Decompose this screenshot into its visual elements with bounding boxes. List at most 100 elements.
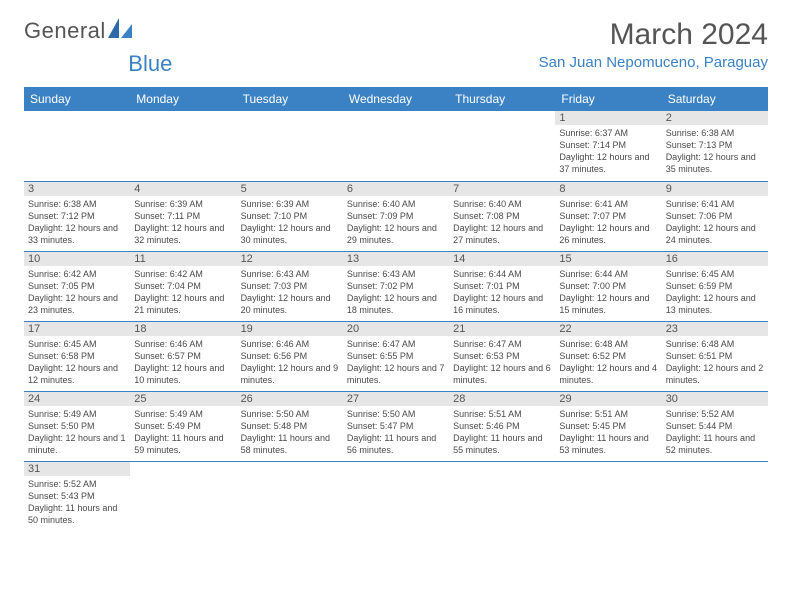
daylight-text: Daylight: 11 hours and 52 minutes. [666,432,764,456]
day-info: Sunrise: 6:40 AMSunset: 7:09 PMDaylight:… [347,198,445,247]
daylight-text: Daylight: 12 hours and 18 minutes. [347,292,445,316]
day-number: 11 [130,252,236,266]
title-block: March 2024 San Juan Nepomuceno, Paraguay [539,18,768,71]
calendar-cell: 28 Sunrise: 5:51 AMSunset: 5:46 PMDayligh… [449,391,555,461]
calendar-week-row: 17Sunrise: 6:45 AMSunset: 6:58 PMDayligh… [24,321,768,391]
sunset-text: Sunset: 5:48 PM [241,420,339,432]
daylight-text: Daylight: 12 hours and 15 minutes. [559,292,657,316]
brand-part1: General [24,18,106,44]
sunrise-text: Sunrise: 6:40 AM [453,198,551,210]
daylight-text: Daylight: 12 hours and 2 minutes. [666,362,764,386]
sunset-text: Sunset: 7:11 PM [134,210,232,222]
day-info: Sunrise: 6:42 AMSunset: 7:04 PMDaylight:… [134,268,232,317]
sunrise-text: Sunrise: 5:51 AM [453,408,551,420]
calendar-cell [24,111,130,181]
sunset-text: Sunset: 6:57 PM [134,350,232,362]
calendar-cell [343,111,449,181]
sunrise-text: Sunrise: 6:41 AM [559,198,657,210]
calendar-cell: 24Sunrise: 5:49 AMSunset: 5:50 PMDayligh… [24,391,130,461]
sunset-text: Sunset: 6:51 PM [666,350,764,362]
sunrise-text: Sunrise: 6:46 AM [241,338,339,350]
sunset-text: Sunset: 6:58 PM [28,350,126,362]
day-number: 16 [662,252,768,266]
day-info: Sunrise: 6:48 AMSunset: 6:51 PMDaylight:… [666,338,764,387]
sunrise-text: Sunrise: 6:47 AM [453,338,551,350]
day-info: Sunrise: 6:37 AMSunset: 7:14 PMDaylight:… [559,127,657,176]
calendar-cell: 11 Sunrise: 6:42 AMSunset: 7:04 PMDayligh… [130,251,236,321]
day-info: Sunrise: 5:51 AMSunset: 5:45 PMDaylight:… [559,408,657,457]
daylight-text: Daylight: 11 hours and 56 minutes. [347,432,445,456]
day-number: 25 [130,392,236,406]
sunrise-text: Sunrise: 6:42 AM [28,268,126,280]
day-number: 20 [343,322,449,336]
day-info: Sunrise: 5:50 AMSunset: 5:47 PMDaylight:… [347,408,445,457]
daylight-text: Daylight: 12 hours and 37 minutes. [559,151,657,175]
day-number: 22 [555,322,661,336]
day-info: Sunrise: 5:51 AMSunset: 5:46 PMDaylight:… [453,408,551,457]
sail-icon [108,18,132,44]
day-number: 23 [662,322,768,336]
day-number: 2 [662,111,768,125]
calendar-cell [237,461,343,531]
sunset-text: Sunset: 7:05 PM [28,280,126,292]
location-label: San Juan Nepomuceno, Paraguay [539,54,768,71]
sunrise-text: Sunrise: 6:38 AM [28,198,126,210]
daylight-text: Daylight: 12 hours and 27 minutes. [453,222,551,246]
calendar-cell: 6Sunrise: 6:40 AMSunset: 7:09 PMDaylight… [343,181,449,251]
daylight-text: Daylight: 12 hours and 29 minutes. [347,222,445,246]
day-info: Sunrise: 6:45 AMSunset: 6:59 PMDaylight:… [666,268,764,317]
daylight-text: Daylight: 12 hours and 9 minutes. [241,362,339,386]
sunrise-text: Sunrise: 6:41 AM [666,198,764,210]
sunset-text: Sunset: 6:52 PM [559,350,657,362]
day-info: Sunrise: 6:48 AMSunset: 6:52 PMDaylight:… [559,338,657,387]
day-number: 21 [449,322,555,336]
day-info: Sunrise: 6:46 AMSunset: 6:57 PMDaylight:… [134,338,232,387]
calendar-cell: 12Sunrise: 6:43 AMSunset: 7:03 PMDayligh… [237,251,343,321]
sunset-text: Sunset: 5:43 PM [28,490,126,502]
dow-tuesday: Tuesday [237,87,343,111]
sunset-text: Sunset: 7:12 PM [28,210,126,222]
calendar-week-row: 1Sunrise: 6:37 AMSunset: 7:14 PMDaylight… [24,111,768,181]
sunset-text: Sunset: 6:55 PM [347,350,445,362]
sunset-text: Sunset: 5:50 PM [28,420,126,432]
calendar-cell: 8Sunrise: 6:41 AMSunset: 7:07 PMDaylight… [555,181,661,251]
sunset-text: Sunset: 7:14 PM [559,139,657,151]
sunset-text: Sunset: 7:01 PM [453,280,551,292]
day-number: 30 [662,392,768,406]
calendar-cell: 2Sunrise: 6:38 AMSunset: 7:13 PMDaylight… [662,111,768,181]
month-title: March 2024 [539,18,768,52]
sunset-text: Sunset: 6:56 PM [241,350,339,362]
day-info: Sunrise: 6:46 AMSunset: 6:56 PMDaylight:… [241,338,339,387]
daylight-text: Daylight: 12 hours and 12 minutes. [28,362,126,386]
day-number: 8 [555,182,661,196]
sunrise-text: Sunrise: 5:52 AM [666,408,764,420]
daylight-text: Daylight: 12 hours and 6 minutes. [453,362,551,386]
sunset-text: Sunset: 7:03 PM [241,280,339,292]
sunrise-text: Sunrise: 6:44 AM [453,268,551,280]
calendar-cell: 22 Sunrise: 6:48 AMSunset: 6:52 PMDayligh… [555,321,661,391]
calendar-week-row: 31Sunrise: 5:52 AMSunset: 5:43 PMDayligh… [24,461,768,531]
day-number: 27 [343,392,449,406]
daylight-text: Daylight: 11 hours and 55 minutes. [453,432,551,456]
sunrise-text: Sunrise: 6:48 AM [559,338,657,350]
calendar-cell: 1Sunrise: 6:37 AMSunset: 7:14 PMDaylight… [555,111,661,181]
daylight-text: Daylight: 12 hours and 23 minutes. [28,292,126,316]
day-info: Sunrise: 6:39 AMSunset: 7:11 PMDaylight:… [134,198,232,247]
calendar-cell [237,111,343,181]
sunset-text: Sunset: 7:02 PM [347,280,445,292]
day-info: Sunrise: 6:47 AMSunset: 6:55 PMDaylight:… [347,338,445,387]
sunrise-text: Sunrise: 6:43 AM [347,268,445,280]
calendar-cell: 29Sunrise: 5:51 AMSunset: 5:45 PMDayligh… [555,391,661,461]
sunset-text: Sunset: 7:08 PM [453,210,551,222]
brand-logo: General [24,18,134,44]
sunrise-text: Sunrise: 5:49 AM [134,408,232,420]
daylight-text: Daylight: 11 hours and 59 minutes. [134,432,232,456]
day-info: Sunrise: 5:50 AMSunset: 5:48 PMDaylight:… [241,408,339,457]
sunrise-text: Sunrise: 5:52 AM [28,478,126,490]
daylight-text: Daylight: 12 hours and 10 minutes. [134,362,232,386]
brand-part2: Blue [128,51,172,76]
day-number: 10 [24,252,130,266]
sunrise-text: Sunrise: 6:40 AM [347,198,445,210]
day-number: 28 [449,392,555,406]
calendar-page: General March 2024 San Juan Nepomuceno, … [0,0,792,549]
